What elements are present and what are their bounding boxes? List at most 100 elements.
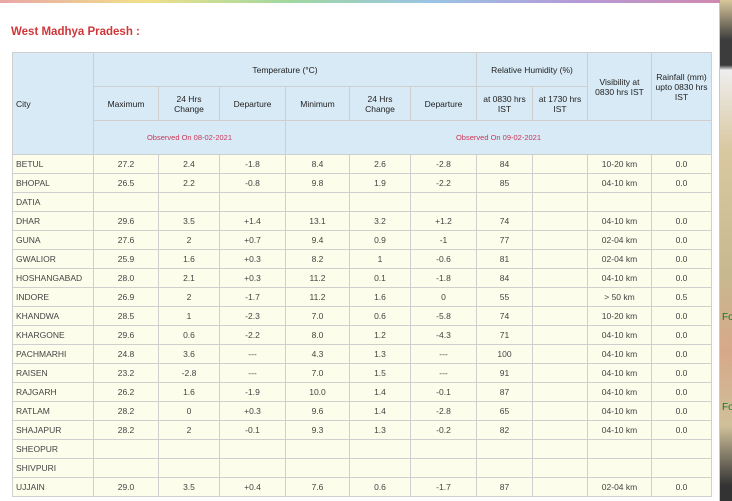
cell-min-departure: -1.7 — [410, 477, 477, 497]
cell-city: GUNA — [12, 230, 94, 250]
cell-min-change: 2.6 — [349, 154, 411, 174]
cell-maximum: 26.2 — [93, 382, 159, 402]
cell-max-departure: -1.7 — [219, 287, 286, 307]
cell-min-change: 0.6 — [349, 477, 411, 497]
cell-maximum — [93, 439, 159, 459]
cell-max-departure — [219, 192, 286, 212]
cell-max-change: 3.6 — [158, 344, 220, 364]
cell-visibility: 02-04 km — [587, 477, 652, 497]
cell-rh-0830: 55 — [476, 287, 533, 307]
cell-rh-1730 — [532, 325, 588, 345]
cell-rh-1730 — [532, 363, 588, 383]
cell-visibility: 10-20 km — [587, 306, 652, 326]
cell-visibility: 04-10 km — [587, 420, 652, 440]
cell-max-change — [158, 458, 220, 478]
cell-maximum: 28.2 — [93, 401, 159, 421]
observed-date-min: Observed On 09-02-2021 — [285, 120, 712, 155]
cell-maximum: 28.2 — [93, 420, 159, 440]
table-row: HOSHANGABAD 28.0 2.1 +0.3 11.2 0.1 -1.8 84 04-10… — [12, 268, 712, 288]
cell-rh-0830: 87 — [476, 477, 533, 497]
cell-rh-0830: 74 — [476, 306, 533, 326]
cell-minimum — [285, 439, 350, 459]
cell-city: DHAR — [12, 211, 94, 231]
cell-min-departure: -1 — [410, 230, 477, 250]
cell-rh-1730 — [532, 382, 588, 402]
cell-max-departure — [219, 439, 286, 459]
cell-maximum: 29.6 — [93, 211, 159, 231]
table-row: BETUL 27.2 2.4 -1.8 8.4 2.6 -2.8 84 10-20 km 0.0 — [12, 154, 712, 174]
cell-max-change — [158, 439, 220, 459]
cell-rainfall: 0.0 — [651, 154, 712, 174]
cell-max-change: 2 — [158, 420, 220, 440]
header-departure-min: Departure — [410, 86, 477, 121]
cell-rh-0830: 87 — [476, 382, 533, 402]
cell-max-departure: +0.3 — [219, 401, 286, 421]
cell-min-change: 1.5 — [349, 363, 411, 383]
header-rainfall: Rainfall (mm) upto 0830 hrs IST — [651, 52, 712, 121]
cell-max-departure: --- — [219, 363, 286, 383]
cell-min-change: 1.9 — [349, 173, 411, 193]
side-text: Fo — [722, 402, 732, 413]
cell-max-departure: +0.3 — [219, 249, 286, 269]
cell-min-departure: --- — [410, 344, 477, 364]
table-row: SHEOPUR — [12, 439, 712, 459]
header-change-max: 24 Hrs Change — [158, 86, 220, 121]
observed-date-max: Observed On 08-02-2021 — [93, 120, 286, 155]
cell-minimum: 8.0 — [285, 325, 350, 345]
cell-visibility: 02-04 km — [587, 249, 652, 269]
cell-max-change: 2.1 — [158, 268, 220, 288]
cell-max-departure: -0.1 — [219, 420, 286, 440]
cell-rainfall: 0.5 — [651, 287, 712, 307]
cell-city: RATLAM — [12, 401, 94, 421]
table-row: PACHMARHI 24.8 3.6 --- 4.3 1.3 --- 100 04-10 km 0… — [12, 344, 712, 364]
cell-min-departure: -0.1 — [410, 382, 477, 402]
cell-min-change: 1.2 — [349, 325, 411, 345]
cell-min-change: 3.2 — [349, 211, 411, 231]
cell-city: INDORE — [12, 287, 94, 307]
cell-rh-0830: 81 — [476, 249, 533, 269]
cell-maximum: 25.9 — [93, 249, 159, 269]
cell-max-departure: -1.8 — [219, 154, 286, 174]
cell-visibility: 04-10 km — [587, 268, 652, 288]
cell-maximum — [93, 192, 159, 212]
cell-min-departure: 0 — [410, 287, 477, 307]
cell-minimum: 7.0 — [285, 306, 350, 326]
cell-visibility: > 50 km — [587, 287, 652, 307]
cell-city: UJJAIN — [12, 477, 94, 497]
cell-city: HOSHANGABAD — [12, 268, 94, 288]
cell-rh-1730 — [532, 420, 588, 440]
cell-visibility: 04-10 km — [587, 325, 652, 345]
cell-maximum: 26.5 — [93, 173, 159, 193]
cell-maximum: 23.2 — [93, 363, 159, 383]
cell-minimum: 9.4 — [285, 230, 350, 250]
cell-max-change: 1.6 — [158, 249, 220, 269]
cell-visibility — [587, 439, 652, 459]
cell-min-departure — [410, 458, 477, 478]
cell-rh-1730 — [532, 458, 588, 478]
cell-rh-0830: 74 — [476, 211, 533, 231]
cell-maximum: 29.0 — [93, 477, 159, 497]
header-city: City — [12, 52, 94, 155]
cell-rainfall: 0.0 — [651, 230, 712, 250]
table-row: KHANDWA 28.5 1 -2.3 7.0 0.6 -5.8 74 10-20 km 0.0 — [12, 306, 712, 326]
cell-min-change: 0.1 — [349, 268, 411, 288]
cell-min-departure: -2.2 — [410, 173, 477, 193]
cell-rh-0830 — [476, 192, 533, 212]
cell-city: RAJGARH — [12, 382, 94, 402]
cell-rh-1730 — [532, 344, 588, 364]
cell-max-departure: +0.3 — [219, 268, 286, 288]
table-row: DHAR 29.6 3.5 +1.4 13.1 3.2 +1.2 74 04-10 km 0.0 — [12, 211, 712, 231]
cell-min-change: 1.4 — [349, 382, 411, 402]
cell-min-departure: -2.8 — [410, 401, 477, 421]
cell-rh-0830: 84 — [476, 268, 533, 288]
cell-rainfall: 0.0 — [651, 363, 712, 383]
cell-min-departure: -5.8 — [410, 306, 477, 326]
cell-rh-0830: 91 — [476, 363, 533, 383]
header-maximum: Maximum — [93, 86, 159, 121]
cell-min-change: 1.4 — [349, 401, 411, 421]
cell-city: SHIVPURI — [12, 458, 94, 478]
header-visibility: Visibility at 0830 hrs IST — [587, 52, 652, 121]
cell-max-change: 2.4 — [158, 154, 220, 174]
cell-minimum: 11.2 — [285, 268, 350, 288]
cell-rh-0830: 71 — [476, 325, 533, 345]
